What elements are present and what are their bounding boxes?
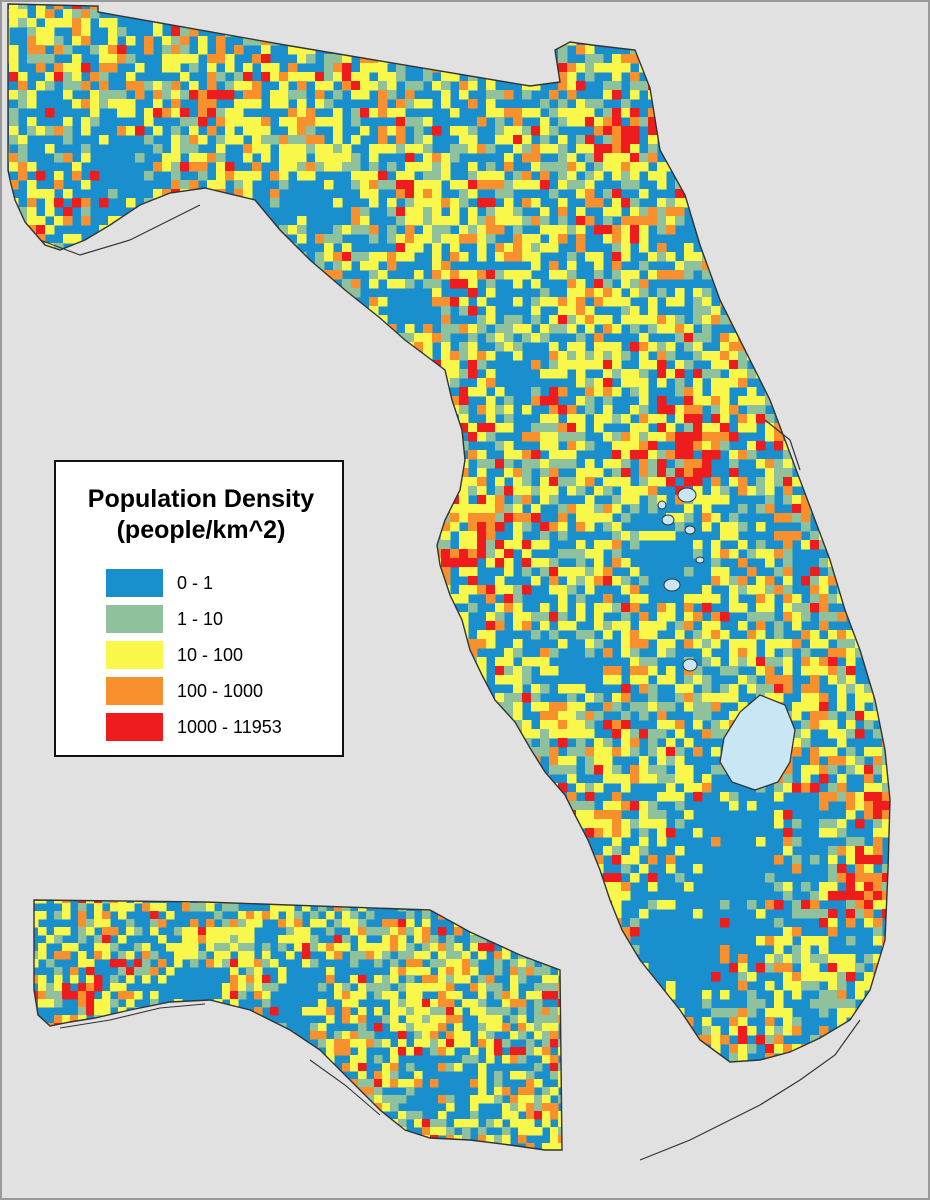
- gulf-coast-outline: [39, 204, 801, 471]
- legend-item: 10 - 100: [106, 637, 282, 673]
- lake: [695, 556, 705, 564]
- legend-swatch: [106, 641, 163, 669]
- legend-item: 100 - 1000: [106, 673, 282, 709]
- legend-label: 1000 - 11953: [177, 716, 282, 737]
- lake: [663, 578, 681, 592]
- legend-items: 0 - 1 1 - 10 10 - 100 100 - 1000 1000 - …: [106, 565, 282, 745]
- legend-swatch: [106, 569, 163, 597]
- legend-swatch: [106, 713, 163, 741]
- legend-label: 10 - 100: [177, 644, 244, 665]
- lake: [661, 514, 675, 526]
- legend-item: 0 - 1: [106, 565, 282, 601]
- legend-title: Population Density (people/km^2): [56, 484, 346, 546]
- florida-keys: [639, 1019, 861, 1161]
- legend-label: 0 - 1: [177, 572, 214, 593]
- panhandle-inset: [34, 900, 562, 1150]
- lake: [677, 487, 697, 503]
- lake: [657, 500, 667, 510]
- legend-label: 1 - 10: [177, 608, 224, 629]
- panhandle-inset-barrier-islands: [59, 1003, 381, 1116]
- florida-coastline: [7, 3, 891, 1063]
- lake: [684, 525, 696, 535]
- map-legend: Population Density (people/km^2) 0 - 1 1…: [54, 460, 344, 757]
- inland-lakes: [657, 487, 705, 672]
- legend-swatch: [106, 605, 163, 633]
- legend-swatch: [106, 677, 163, 705]
- lake-okeechobee: [719, 694, 796, 791]
- legend-label: 100 - 1000: [177, 680, 264, 701]
- panhandle-inset-coastline: [33, 899, 563, 1151]
- legend-item: 1000 - 11953: [106, 709, 282, 745]
- legend-title-line2: (people/km^2): [116, 516, 286, 544]
- legend-item: 1 - 10: [106, 601, 282, 637]
- legend-title-line1: Population Density: [87, 485, 315, 513]
- lake: [682, 658, 698, 672]
